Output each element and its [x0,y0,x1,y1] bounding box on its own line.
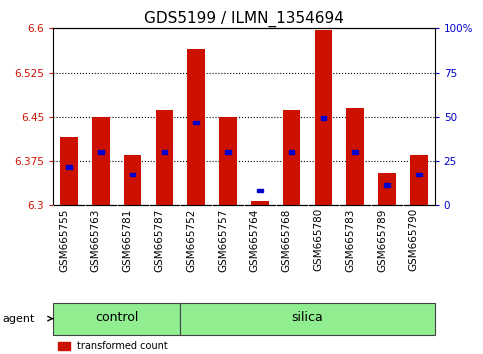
Bar [98,150,104,154]
FancyBboxPatch shape [180,303,435,335]
Bar [130,173,136,176]
Bar [283,110,300,205]
Bar [257,189,263,192]
Bar [225,150,231,154]
Bar [251,201,269,205]
Text: silica: silica [292,312,324,324]
Text: GSM665780: GSM665780 [313,208,324,272]
Bar [410,155,427,205]
Text: GSM665764: GSM665764 [250,208,260,272]
Text: agent: agent [2,314,35,324]
Text: control: control [95,312,139,324]
Bar [378,173,396,205]
FancyBboxPatch shape [53,303,180,335]
Text: GSM665783: GSM665783 [345,208,355,272]
Legend: transformed count, percentile rank within the sample: transformed count, percentile rank withi… [58,341,242,354]
Text: GSM665752: GSM665752 [186,208,196,272]
Bar [321,116,327,120]
Text: GSM665781: GSM665781 [123,208,133,272]
Bar [124,155,142,205]
Bar [193,121,199,125]
Bar [289,150,295,154]
Bar [156,110,173,205]
Text: GSM665757: GSM665757 [218,208,228,272]
Bar [314,30,332,205]
Bar [92,117,110,205]
Bar [219,117,237,205]
Text: GSM665790: GSM665790 [409,208,419,272]
Text: GSM665768: GSM665768 [282,208,292,272]
Bar [352,150,358,154]
Text: GSM665789: GSM665789 [377,208,387,272]
Text: GSM665755: GSM665755 [59,208,69,272]
Text: GSM665787: GSM665787 [155,208,164,272]
Bar [187,49,205,205]
Title: GDS5199 / ILMN_1354694: GDS5199 / ILMN_1354694 [144,11,344,27]
Bar [66,165,72,169]
Bar [161,150,167,154]
Bar [60,137,78,205]
Bar [384,183,390,187]
Bar [416,173,422,176]
Text: GSM665763: GSM665763 [91,208,101,272]
Bar [346,108,364,205]
